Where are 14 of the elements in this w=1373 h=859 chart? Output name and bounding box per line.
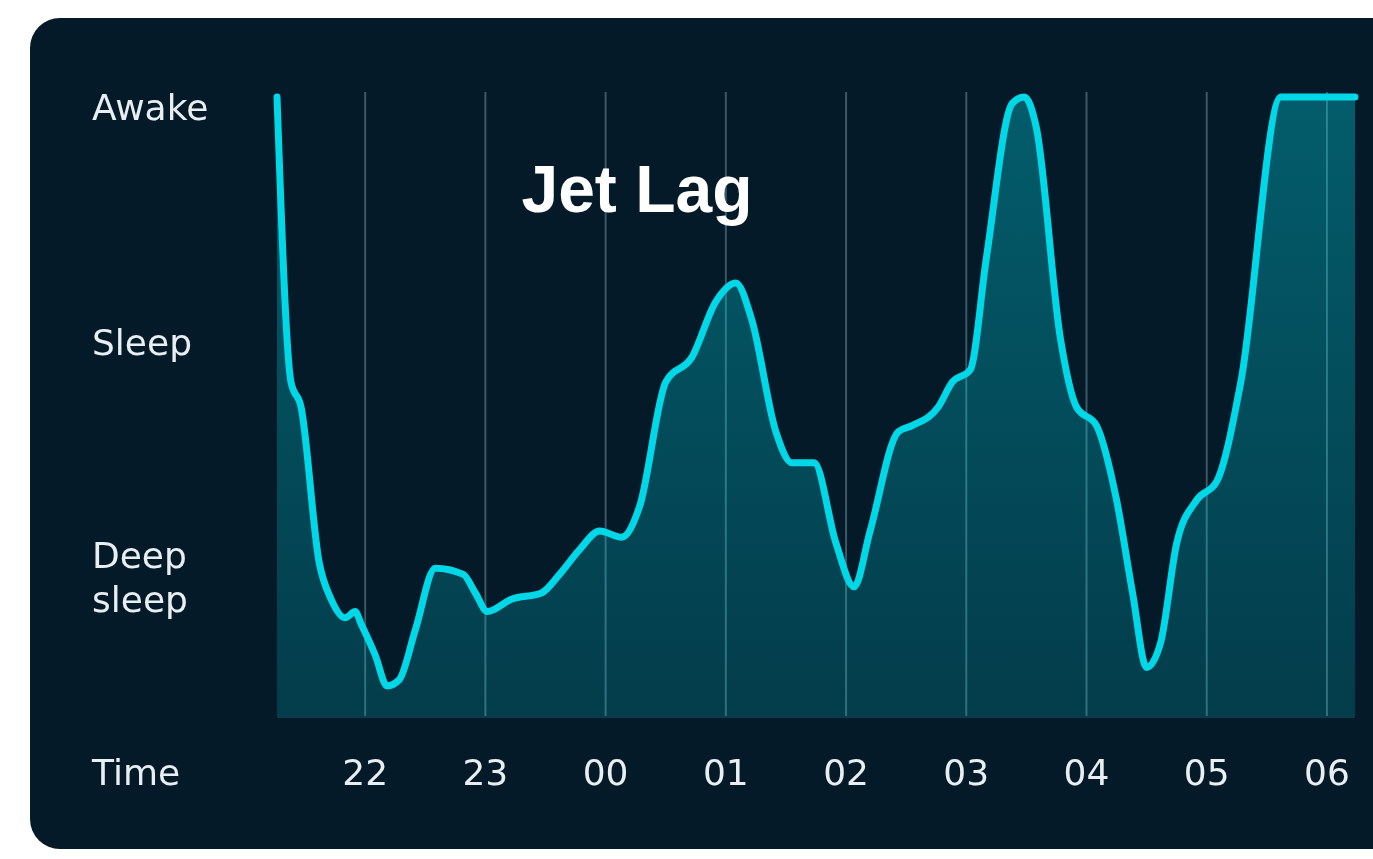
x-tick-label: 02 (823, 752, 869, 793)
x-axis-title: Time (91, 752, 181, 793)
x-tick-label: 05 (1183, 752, 1230, 793)
text: Sleep (92, 322, 193, 363)
text: Deep sleep (92, 535, 188, 620)
x-tick-label: 23 (462, 752, 509, 793)
x-tick-label: 04 (1063, 752, 1110, 793)
x-tick-label: 00 (582, 752, 629, 793)
x-tick-label: 06 (1304, 752, 1350, 793)
text: Jet Lag (521, 152, 753, 226)
text: Awake (92, 87, 209, 128)
x-tick-label: 03 (943, 752, 990, 793)
x-tick-label: 22 (342, 752, 389, 793)
x-tick-label: 01 (702, 752, 749, 793)
